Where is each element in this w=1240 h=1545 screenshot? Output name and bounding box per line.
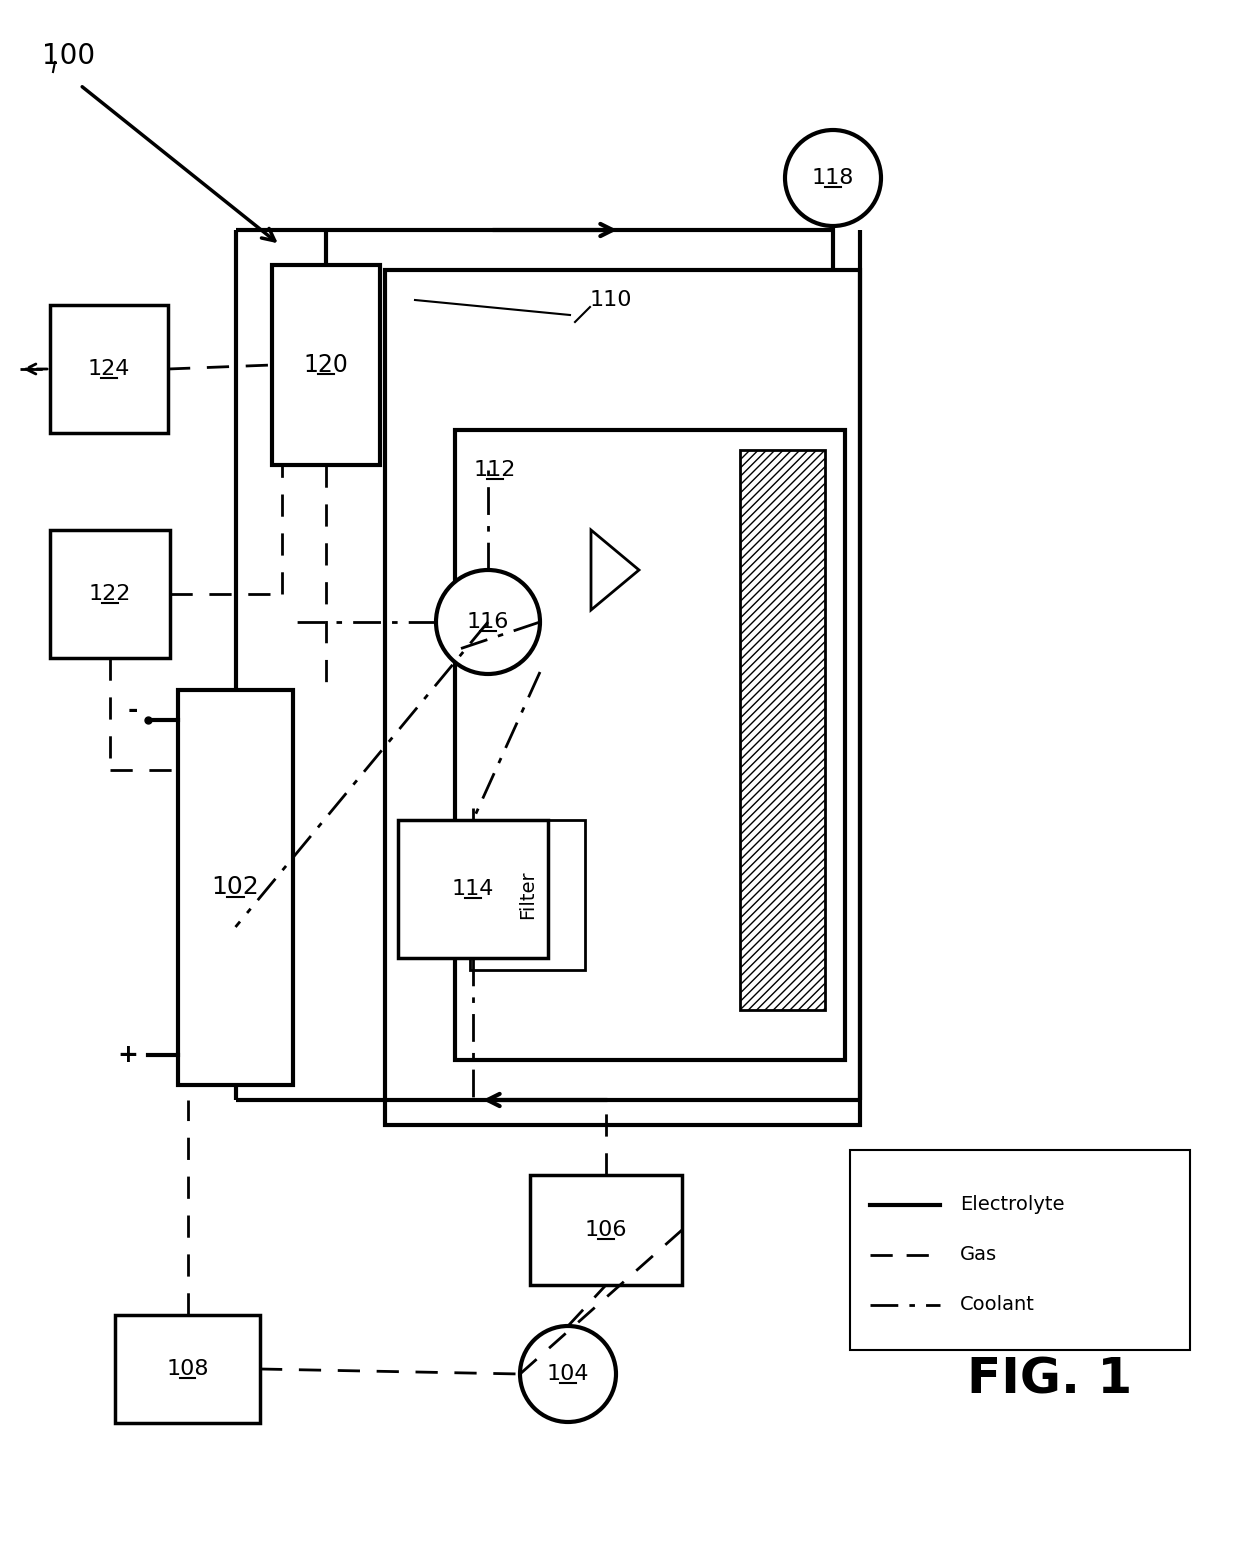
Text: Filter: Filter — [518, 871, 537, 919]
Text: FIG. 1: FIG. 1 — [967, 1357, 1132, 1404]
Text: 100: 100 — [42, 42, 95, 70]
Circle shape — [436, 570, 539, 674]
Bar — [455, 430, 844, 1060]
Circle shape — [785, 130, 880, 226]
Bar — [179, 691, 293, 1085]
Text: 116: 116 — [466, 612, 510, 632]
Bar — [740, 450, 825, 1010]
Bar — [849, 1149, 1190, 1350]
Bar — [115, 1315, 260, 1423]
Text: 110: 110 — [590, 290, 632, 311]
Text: 124: 124 — [88, 358, 130, 379]
Text: +: + — [118, 1043, 139, 1068]
Bar — [470, 820, 585, 970]
Text: 108: 108 — [166, 1360, 208, 1380]
Bar — [50, 530, 170, 658]
Text: 104: 104 — [547, 1364, 589, 1384]
Text: 118: 118 — [812, 168, 854, 188]
Text: -: - — [128, 698, 138, 722]
Bar — [50, 304, 167, 433]
Text: 122: 122 — [89, 584, 131, 604]
Text: Coolant: Coolant — [960, 1296, 1035, 1315]
Text: Gas: Gas — [960, 1245, 997, 1264]
Text: 102: 102 — [212, 876, 259, 899]
Polygon shape — [591, 530, 639, 610]
Bar — [272, 266, 379, 465]
Bar — [398, 820, 548, 958]
Circle shape — [520, 1326, 616, 1421]
Text: Electrolyte: Electrolyte — [960, 1196, 1064, 1214]
Text: 120: 120 — [304, 352, 348, 377]
Bar — [384, 270, 861, 1125]
Text: 106: 106 — [585, 1221, 627, 1241]
Bar — [529, 1176, 682, 1285]
Text: 112: 112 — [474, 460, 516, 480]
Text: 114: 114 — [451, 879, 495, 899]
